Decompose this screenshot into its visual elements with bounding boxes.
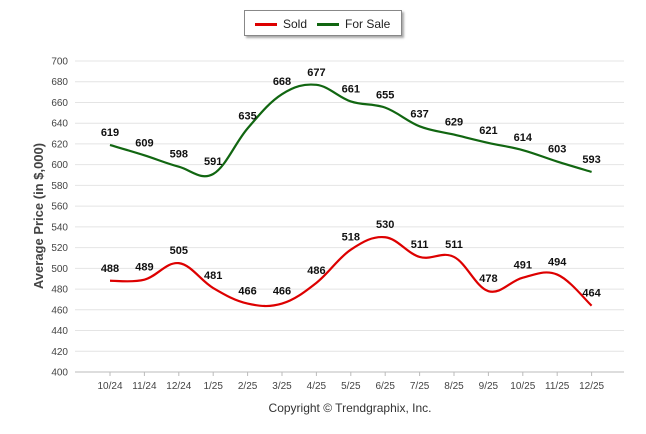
data-label-sold: 464	[582, 288, 601, 300]
x-tick-label: 10/24	[97, 381, 122, 392]
y-tick-label: 420	[51, 347, 68, 358]
data-label-sold: 494	[548, 257, 567, 269]
series-lines	[109, 83, 593, 308]
series-line-for-sale	[109, 83, 592, 178]
x-tick-label: 2/25	[238, 381, 258, 392]
data-label-for-sale: 603	[548, 144, 566, 156]
y-tick-label: 660	[51, 98, 68, 109]
y-tick-label: 680	[51, 77, 68, 88]
x-tick-label: 1/25	[203, 381, 223, 392]
data-label-sold: 481	[204, 270, 222, 282]
y-tick-label: 580	[51, 181, 68, 192]
legend: Sold For Sale	[244, 10, 402, 36]
y-tick-label: 440	[51, 326, 68, 337]
y-tick-label: 460	[51, 305, 68, 316]
y-tick-label: 560	[51, 202, 68, 213]
data-label-for-sale: 614	[514, 132, 533, 144]
data-labels: 488 489 505 481 466 466 486 518 530 511 511 478 491 4…	[101, 67, 602, 300]
legend-item-sold[interactable]: Sold	[255, 17, 307, 31]
legend-label-sold: Sold	[283, 17, 308, 31]
data-label-sold: 511	[445, 239, 463, 251]
copyright-footer: Copyright © Trendgraphix, Inc.	[269, 401, 432, 415]
series-line-sold	[109, 235, 593, 308]
y-tick-label: 520	[51, 243, 68, 254]
x-tick-label: 12/25	[579, 381, 604, 392]
data-label-for-sale: 593	[582, 154, 600, 166]
x-tick-label: 9/25	[479, 381, 499, 392]
x-tick-label: 6/25	[375, 381, 395, 392]
data-label-for-sale: 668	[273, 76, 291, 88]
x-tick-label: 4/25	[307, 381, 327, 392]
data-label-sold: 518	[342, 232, 360, 244]
x-tick-label: 7/25	[410, 381, 430, 392]
data-label-for-sale: 609	[135, 137, 153, 149]
y-tick-label: 500	[51, 264, 68, 275]
y-tick-label: 480	[51, 285, 68, 296]
legend-swatch-for-sale	[317, 22, 339, 26]
y-tick-label: 640	[51, 119, 68, 130]
grid	[75, 60, 624, 373]
data-label-sold: 491	[514, 260, 532, 272]
data-label-for-sale: 591	[204, 156, 222, 168]
data-label-sold: 486	[307, 265, 325, 277]
data-label-sold: 511	[411, 239, 429, 251]
legend-swatch-sold	[255, 22, 277, 26]
legend-label-for-sale: For Sale	[345, 17, 391, 31]
y-tick-label: 600	[51, 160, 68, 171]
x-tick-label: 5/25	[341, 381, 361, 392]
data-label-sold: 489	[135, 262, 153, 274]
data-label-sold: 466	[238, 286, 256, 298]
data-label-for-sale: 629	[445, 117, 463, 129]
x-tick-label: 3/25	[272, 381, 292, 392]
data-label-for-sale: 619	[101, 127, 119, 139]
data-label-for-sale: 637	[410, 108, 428, 120]
y-tick-label: 400	[51, 368, 68, 379]
legend-item-for-sale[interactable]: For Sale	[317, 17, 390, 31]
data-label-for-sale: 677	[307, 67, 325, 79]
data-label-for-sale: 635	[238, 110, 256, 122]
data-label-sold: 530	[376, 219, 394, 231]
data-label-for-sale: 655	[376, 90, 394, 102]
data-label-sold: 488	[101, 263, 119, 275]
data-label-sold: 505	[170, 245, 188, 257]
y-tick-label: 700	[51, 57, 68, 68]
x-tick-label: 11/24	[132, 381, 157, 392]
data-label-for-sale: 661	[342, 83, 360, 95]
x-tick-label: 11/25	[545, 381, 570, 392]
data-label-for-sale: 621	[479, 125, 497, 137]
x-tick-label: 8/25	[444, 381, 464, 392]
x-tick-label: 10/25	[510, 381, 535, 392]
data-label-sold: 478	[479, 273, 497, 285]
data-label-sold: 466	[273, 286, 291, 298]
y-axis-ticks: 400 420 440 460 480 500 520 540 560 580 600 620 640 6…	[51, 57, 68, 379]
y-tick-label: 620	[51, 139, 68, 150]
data-label-for-sale: 598	[170, 149, 188, 161]
x-tick-label: 12/24	[166, 381, 191, 392]
y-axis-title: Average Price (in $,000)	[31, 143, 46, 289]
x-axis-ticks: 10/24 11/24 12/24 1/25 2/25 3/25 4/25 5/25 6/25 7…	[75, 371, 624, 392]
y-tick-label: 540	[51, 222, 68, 233]
